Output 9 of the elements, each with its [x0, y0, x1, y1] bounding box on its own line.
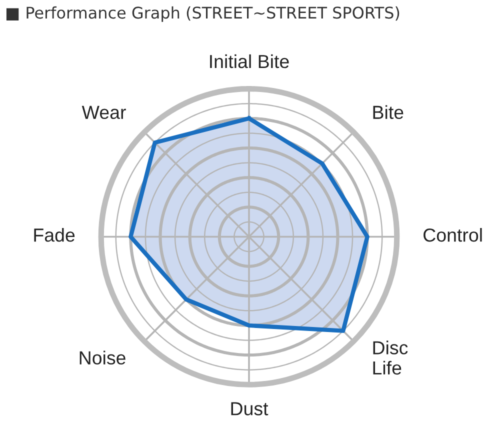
spoke-label: Wear — [82, 106, 126, 120]
spoke-label: Initial Bite — [210, 54, 289, 68]
spoke-label: Control — [424, 228, 482, 242]
spoke-label: Fade — [34, 228, 75, 242]
spoke-label: Bite — [373, 105, 404, 120]
spoke-label: Noise — [80, 350, 126, 365]
spoke-label: Dust — [231, 402, 268, 416]
spoke-label: Disc Life — [373, 340, 408, 375]
chart-title: ■ Performance Graph (STREET∼STREET SPORTS) — [6, 6, 400, 22]
